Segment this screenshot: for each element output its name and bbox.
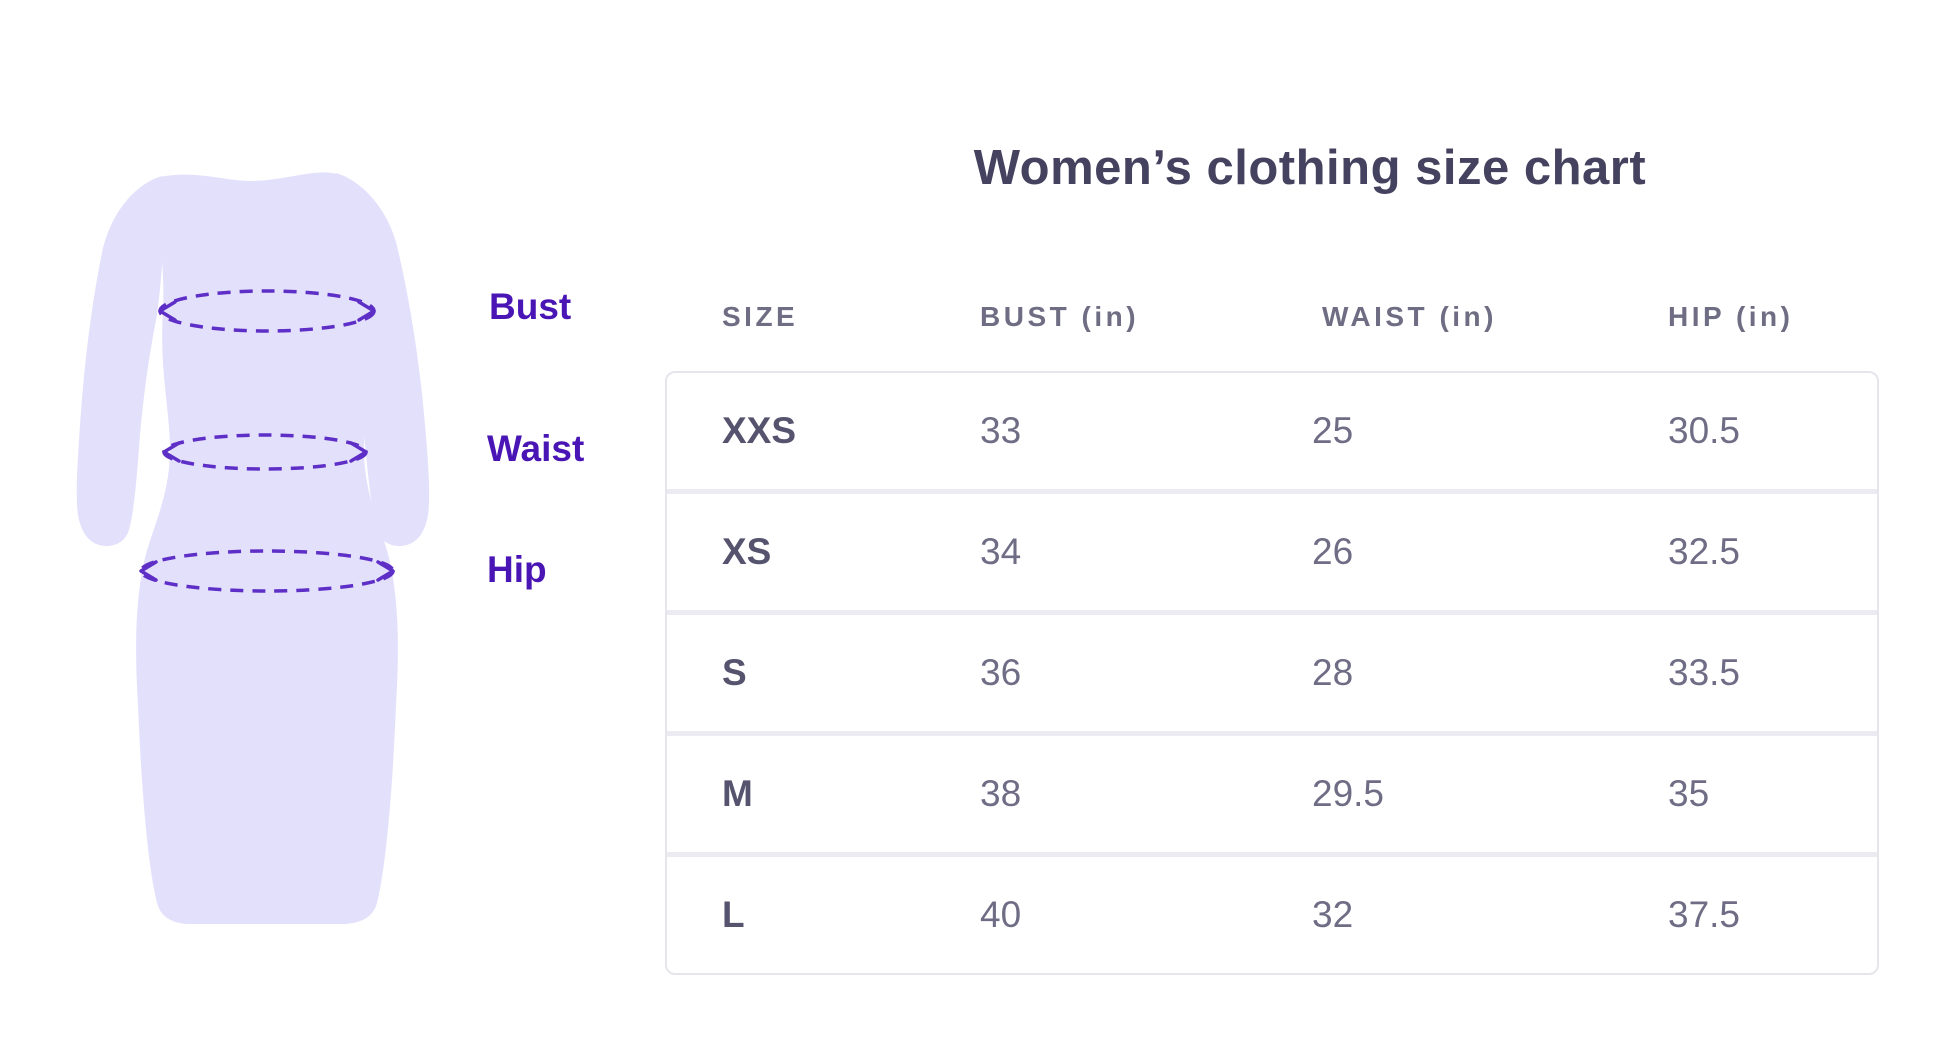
- bust-arrow-right: [357, 300, 376, 322]
- hip-cell: 30.5: [1668, 410, 1741, 451]
- dress-left-sleeve: [76, 176, 164, 547]
- waist-cell: 29.5: [1312, 773, 1385, 814]
- hip-cell: 35: [1668, 773, 1710, 814]
- bust-label: Bust: [489, 286, 572, 327]
- bust-cell: 33: [980, 410, 1022, 451]
- table-row: XXS 33 25 30.5: [667, 373, 1877, 489]
- bust-cell: 40: [980, 894, 1022, 935]
- bust-cell: 36: [980, 652, 1022, 693]
- waist-cell: 25: [1312, 410, 1354, 451]
- waist-label: Waist: [487, 428, 585, 469]
- table-row: M 38 29.5 35: [667, 731, 1877, 852]
- size-table: XXS 33 25 30.5 XS 34 26 32.5 S 36 28 33.…: [665, 371, 1879, 975]
- hip-cell: 37.5: [1668, 894, 1741, 935]
- table-row: L 40 32 37.5: [667, 852, 1877, 973]
- hip-cell: 32.5: [1668, 531, 1741, 572]
- size-cell: XXS: [722, 410, 797, 451]
- size-cell: M: [722, 773, 753, 814]
- waist-cell: 26: [1312, 531, 1354, 572]
- waist-cell: 32: [1312, 894, 1354, 935]
- waist-cell: 28: [1312, 652, 1354, 693]
- waist-arrow-left: [162, 441, 181, 463]
- dress-body: [136, 172, 398, 924]
- column-header-waist: WAIST (in): [1322, 301, 1497, 332]
- hip-arrow-left: [139, 560, 158, 582]
- size-cell: S: [722, 652, 747, 693]
- hip-cell: 33.5: [1668, 652, 1741, 693]
- hip-arrow-right: [376, 560, 395, 582]
- bust-arrow-left: [158, 300, 177, 322]
- size-cell: L: [722, 894, 745, 935]
- size-cell: XS: [722, 531, 772, 572]
- bust-cell: 34: [980, 531, 1022, 572]
- dress-figure: [76, 172, 430, 924]
- column-header-bust: BUST (in): [980, 301, 1140, 332]
- waist-arrow-right: [349, 441, 368, 463]
- bust-cell: 38: [980, 773, 1022, 814]
- table-row: XS 34 26 32.5: [667, 489, 1877, 610]
- column-header-hip: HIP (in): [1668, 301, 1794, 332]
- column-header-size: SIZE: [722, 301, 799, 332]
- table-row: S 36 28 33.5: [667, 610, 1877, 731]
- page-title: Women’s clothing size chart: [973, 141, 1647, 195]
- hip-label: Hip: [487, 549, 547, 590]
